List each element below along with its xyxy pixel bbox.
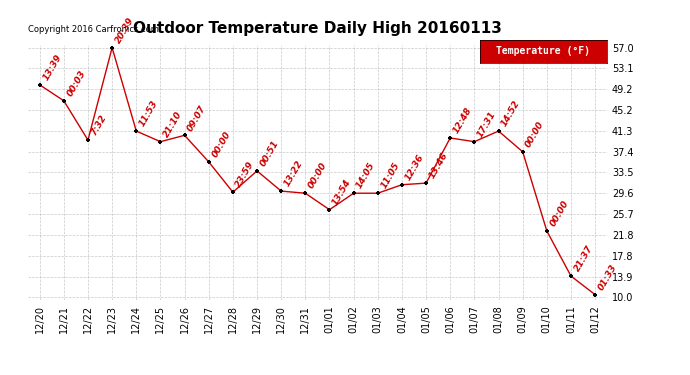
- Text: 14:05: 14:05: [355, 161, 377, 190]
- Point: [444, 135, 455, 141]
- Text: 00:51: 00:51: [259, 139, 281, 168]
- Point: [83, 137, 94, 143]
- Point: [565, 273, 576, 279]
- Point: [251, 168, 262, 174]
- Point: [469, 139, 480, 145]
- Point: [396, 182, 407, 188]
- Point: [58, 98, 69, 104]
- Text: 7:32: 7:32: [90, 114, 108, 137]
- Text: 00:00: 00:00: [210, 130, 233, 159]
- Point: [276, 188, 287, 194]
- Point: [589, 292, 600, 298]
- Text: 12:48: 12:48: [452, 106, 474, 135]
- Text: 23:59: 23:59: [235, 160, 257, 189]
- Point: [155, 139, 166, 145]
- Point: [518, 149, 529, 155]
- Point: [228, 189, 239, 195]
- Point: [34, 82, 46, 88]
- Text: 00:03: 00:03: [66, 69, 88, 98]
- Text: 21:10: 21:10: [162, 110, 184, 139]
- Text: 21:37: 21:37: [573, 244, 595, 273]
- Text: 13:54: 13:54: [331, 178, 353, 207]
- Text: 01:33: 01:33: [597, 262, 619, 292]
- Point: [106, 45, 117, 51]
- Text: 13:46: 13:46: [428, 151, 450, 180]
- Point: [299, 190, 310, 196]
- Text: 11:53: 11:53: [138, 99, 160, 128]
- Text: 12:36: 12:36: [404, 153, 426, 182]
- Text: 00:00: 00:00: [307, 161, 329, 190]
- Text: 00:00: 00:00: [524, 120, 546, 149]
- Title: Outdoor Temperature Daily High 20160113: Outdoor Temperature Daily High 20160113: [133, 21, 502, 36]
- Point: [493, 128, 504, 134]
- Point: [420, 180, 432, 186]
- Point: [541, 228, 552, 234]
- Text: 11:05: 11:05: [380, 161, 402, 190]
- Text: 00:00: 00:00: [549, 199, 571, 228]
- Text: 13:39: 13:39: [41, 53, 63, 82]
- Text: Copyright 2016 Carfronics.com: Copyright 2016 Carfronics.com: [28, 25, 159, 34]
- Text: 14:52: 14:52: [500, 99, 522, 128]
- Point: [130, 128, 142, 134]
- Text: 17:31: 17:31: [476, 110, 498, 139]
- Point: [348, 190, 359, 196]
- Text: 13:22: 13:22: [283, 159, 305, 188]
- Text: 20:39: 20:39: [114, 16, 136, 45]
- Point: [179, 132, 190, 138]
- Point: [203, 159, 214, 165]
- Point: [324, 207, 335, 213]
- Point: [373, 190, 384, 196]
- Text: 09:07: 09:07: [186, 103, 208, 132]
